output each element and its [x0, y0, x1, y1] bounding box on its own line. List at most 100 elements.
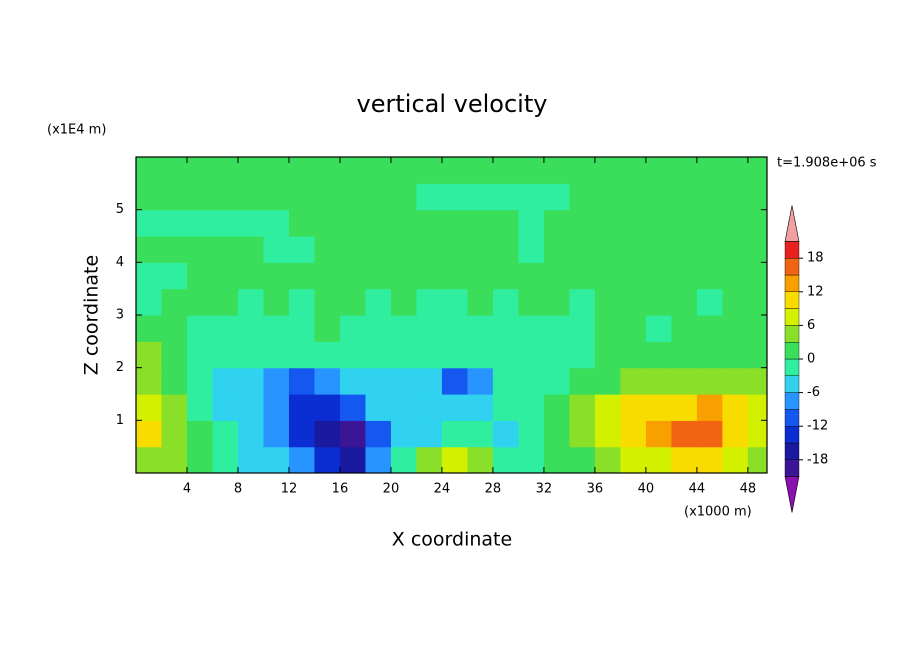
field-cell — [696, 420, 723, 448]
field-cell — [620, 236, 647, 263]
field-cell — [569, 341, 596, 369]
colorbar-tick-label: -6 — [807, 385, 820, 400]
field-cell — [136, 288, 163, 316]
field-cell — [645, 209, 672, 237]
field-cell — [569, 262, 596, 290]
field-cell — [339, 262, 367, 290]
field-cell — [747, 236, 767, 263]
x-tick-label: 48 — [740, 482, 757, 497]
field-cell — [161, 367, 188, 395]
field-cell — [543, 288, 571, 316]
field-cell — [314, 315, 341, 342]
x-tick-label: 24 — [434, 482, 451, 497]
field-cell — [645, 315, 672, 342]
colorbar-bin — [784, 409, 800, 427]
field-cell — [747, 367, 767, 395]
field-cell — [365, 288, 392, 316]
field-cell — [722, 288, 749, 316]
field-cell — [518, 420, 545, 448]
field-cell — [671, 183, 698, 211]
field-cell — [339, 288, 367, 316]
field-cell — [467, 446, 494, 473]
field-cell — [136, 236, 163, 263]
field-cell — [722, 446, 749, 473]
field-cell — [543, 341, 571, 369]
field-cell — [492, 209, 520, 237]
field-cell — [671, 420, 698, 448]
field-cell — [237, 288, 265, 316]
field-cell — [339, 315, 367, 342]
field-cell — [569, 209, 596, 237]
field-cell — [339, 341, 367, 369]
field-cell — [543, 157, 571, 184]
field-cell — [518, 394, 545, 421]
field-cell — [136, 394, 163, 421]
field-cell — [747, 209, 767, 237]
field-cell — [263, 420, 290, 448]
field-cell — [569, 420, 596, 448]
field-cell — [492, 446, 520, 473]
field-cell — [288, 157, 316, 184]
field-cell — [314, 183, 341, 211]
field-cell — [671, 209, 698, 237]
colorbar-bin — [784, 274, 800, 292]
field-cell — [671, 262, 698, 290]
field-cell — [314, 157, 341, 184]
field-cell — [645, 367, 672, 395]
colorbar-bin — [784, 358, 800, 376]
colorbar-bin — [784, 442, 800, 460]
y-tick-label: 1 — [116, 413, 124, 428]
field-cell — [263, 183, 290, 211]
field-cell — [136, 446, 163, 473]
field-cell — [696, 315, 723, 342]
field-cell — [186, 341, 214, 369]
field-cell — [339, 157, 367, 184]
field-cell — [390, 183, 418, 211]
field-cell — [620, 341, 647, 369]
field-cell — [620, 288, 647, 316]
field-cell — [186, 315, 214, 342]
field-cell — [263, 236, 290, 263]
field-cell — [339, 367, 367, 395]
colorbar-over — [784, 205, 800, 242]
field-cell — [339, 183, 367, 211]
field-cell — [390, 446, 418, 473]
colorbar-under — [784, 476, 800, 513]
annotation: t=1.908e+06 s — [777, 156, 877, 171]
field-cell — [416, 183, 443, 211]
field-cell — [161, 341, 188, 369]
field-cell — [569, 288, 596, 316]
field-cell — [314, 446, 341, 473]
colorbar-tick-label: 6 — [807, 318, 815, 333]
field-cell — [416, 367, 443, 395]
field-cell — [161, 209, 188, 237]
x-tick-label: 32 — [536, 482, 553, 497]
field-cell — [237, 262, 265, 290]
field-cell — [314, 367, 341, 395]
field-cell — [645, 420, 672, 448]
x-tick-label: 28 — [485, 482, 502, 497]
field-cell — [212, 420, 239, 448]
x-tick-label: 12 — [281, 482, 298, 497]
field-cell — [390, 394, 418, 421]
field-cell — [339, 420, 367, 448]
field-cell — [594, 262, 622, 290]
x-tick-label: 44 — [689, 482, 706, 497]
field-cell — [696, 209, 723, 237]
field-cell — [237, 341, 265, 369]
chart-title: vertical velocity — [357, 90, 548, 118]
field-cell — [288, 446, 316, 473]
field-cell — [416, 157, 443, 184]
field-cell — [186, 446, 214, 473]
field-cell — [314, 209, 341, 237]
field-cell — [365, 420, 392, 448]
field-cell — [390, 236, 418, 263]
field-cell — [696, 367, 723, 395]
field-cell — [722, 183, 749, 211]
field-cell — [237, 236, 265, 263]
field-cell — [645, 288, 672, 316]
field-cell — [288, 420, 316, 448]
colorbar-bin — [784, 342, 800, 360]
colorbar-bin — [784, 392, 800, 410]
field-cell — [186, 157, 214, 184]
